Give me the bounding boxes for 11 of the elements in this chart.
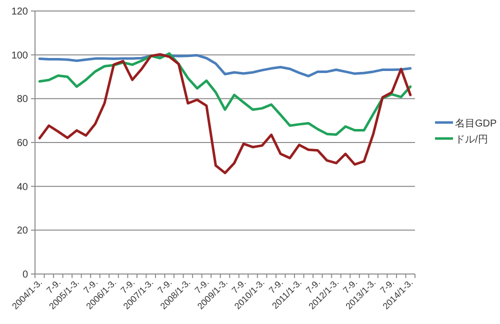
legend-label: ドル/円: [455, 134, 488, 146]
line-series: [38, 54, 412, 78]
y-tick-label: 40: [16, 182, 28, 193]
y-tick-label: 100: [11, 50, 28, 62]
line-series: [38, 53, 412, 174]
y-tick-label: 60: [16, 138, 28, 149]
y-tick-label: 120: [11, 6, 28, 18]
y-tick-label: 0: [22, 270, 28, 280]
y-tick-label: 80: [16, 94, 28, 106]
legend-label: 名目GDP: [455, 118, 497, 130]
y-tick-label: 20: [16, 226, 28, 237]
